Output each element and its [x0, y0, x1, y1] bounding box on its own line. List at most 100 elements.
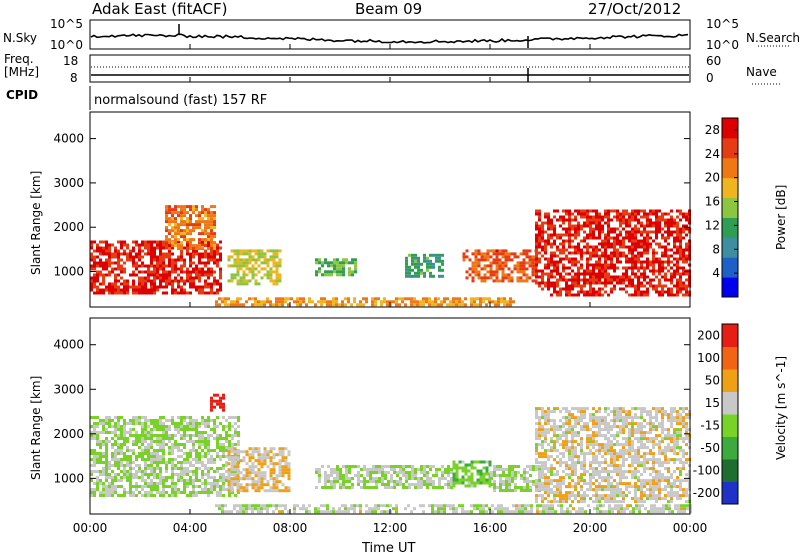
power-cell	[408, 254, 411, 257]
power-cell	[198, 289, 201, 292]
velocity-cell	[532, 483, 535, 486]
velocity-cell	[141, 434, 144, 437]
velocity-cell	[333, 468, 336, 471]
velocity-cell	[333, 471, 336, 474]
noise-left-label: N.Sky	[3, 31, 37, 45]
velocity-cell	[222, 452, 225, 455]
power-cell	[276, 270, 279, 273]
power-cell	[619, 255, 622, 258]
power-cell	[431, 300, 434, 303]
power-cell	[249, 267, 252, 270]
velocity-cell	[195, 440, 198, 443]
power-cell	[192, 268, 195, 271]
power-cell	[601, 288, 604, 291]
velocity-cell	[538, 437, 541, 440]
velocity-cell	[405, 486, 408, 489]
noise-sky-line	[91, 34, 688, 43]
velocity-cell	[559, 410, 562, 413]
power-cell	[589, 276, 592, 279]
power-cell	[411, 257, 414, 260]
velocity-cell	[210, 434, 213, 437]
power-cell	[111, 286, 114, 289]
velocity-cell	[243, 477, 246, 480]
velocity-cell	[471, 473, 474, 476]
power-cell	[682, 252, 685, 255]
power-cell	[219, 277, 222, 280]
velocity-cell	[252, 447, 255, 450]
power-cell	[616, 252, 619, 255]
power-cell	[308, 300, 311, 303]
velocity-cell	[565, 473, 568, 476]
power-cell	[123, 253, 126, 256]
power-cell	[234, 276, 237, 279]
velocity-cell	[144, 470, 147, 473]
velocity-cell	[117, 437, 120, 440]
power-cell	[652, 279, 655, 282]
power-cell	[99, 247, 102, 250]
power-cell	[496, 261, 499, 264]
power-cell	[592, 273, 595, 276]
power-cell	[401, 300, 404, 303]
power-cell	[517, 279, 520, 282]
velocity-cell	[634, 449, 637, 452]
velocity-cell	[240, 477, 243, 480]
velocity-cell	[658, 434, 661, 437]
power-cell	[195, 208, 198, 211]
velocity-cell	[150, 464, 153, 467]
velocity-cell	[123, 494, 126, 497]
velocity-cell	[589, 452, 592, 455]
power-cell	[661, 294, 664, 297]
velocity-cell	[132, 416, 135, 419]
power-cell	[228, 258, 231, 261]
velocity-cell	[631, 497, 634, 500]
power-cell	[547, 264, 550, 267]
velocity-cell	[102, 431, 105, 434]
velocity-cell	[270, 486, 273, 489]
power-cell	[315, 270, 318, 273]
power-cell	[490, 264, 493, 267]
power-cell	[550, 225, 553, 228]
velocity-cell	[529, 465, 532, 468]
velocity-cell	[132, 434, 135, 437]
power-cell	[162, 259, 165, 262]
velocity-cell	[547, 455, 550, 458]
velocity-cell	[622, 431, 625, 434]
power-cell	[255, 267, 258, 270]
velocity-cell	[114, 449, 117, 452]
velocity-cell	[601, 443, 604, 446]
velocity-cell	[574, 446, 577, 449]
velocity-cell	[132, 473, 135, 476]
velocity-cell	[661, 479, 664, 482]
velocity-cell	[102, 461, 105, 464]
velocity-cell	[135, 437, 138, 440]
power-cell	[592, 210, 595, 213]
power-ytick-label: 4000	[53, 132, 84, 146]
power-cell	[583, 237, 586, 240]
velocity-cell	[126, 422, 129, 425]
power-cell	[649, 213, 652, 216]
power-cell	[183, 211, 186, 214]
power-cell	[162, 274, 165, 277]
power-cell	[153, 247, 156, 250]
power-cell	[210, 205, 213, 208]
velocity-cell	[580, 485, 583, 488]
power-cell	[183, 292, 186, 295]
velocity-cell	[111, 431, 114, 434]
power-cell	[207, 259, 210, 262]
velocity-cell	[99, 461, 102, 464]
power-cell	[264, 255, 267, 258]
velocity-cell	[508, 465, 511, 468]
velocity-cell	[192, 479, 195, 482]
velocity-cell	[162, 443, 165, 446]
power-cell	[339, 261, 342, 264]
power-cell	[162, 241, 165, 244]
velocity-cell	[571, 407, 574, 410]
power-cell	[610, 276, 613, 279]
power-cell	[673, 237, 676, 240]
power-cell	[637, 285, 640, 288]
power-cell	[138, 259, 141, 262]
velocity-cell	[138, 452, 141, 455]
velocity-cell	[550, 473, 553, 476]
power-cell	[502, 273, 505, 276]
power-cell	[550, 270, 553, 273]
